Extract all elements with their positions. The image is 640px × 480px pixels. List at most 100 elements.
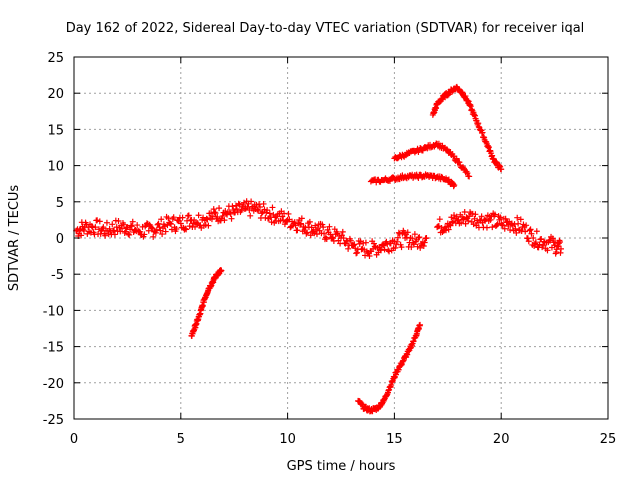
data-point <box>304 229 311 236</box>
y-axis-label: SDTVAR / TECUs <box>7 185 22 292</box>
data-point <box>517 216 524 223</box>
y-tick-label: 20 <box>47 87 64 102</box>
data-point <box>111 231 118 238</box>
data-point <box>411 231 418 238</box>
data-point <box>387 240 394 247</box>
data-point <box>227 210 234 217</box>
data-point <box>494 221 501 228</box>
data-point <box>556 238 563 245</box>
data-point <box>463 214 470 221</box>
data-point <box>165 215 172 222</box>
data-point <box>522 228 529 235</box>
data-point <box>126 231 133 238</box>
data-point <box>294 227 301 234</box>
data-point <box>173 226 180 233</box>
data-point <box>244 203 251 210</box>
data-point <box>306 218 313 225</box>
data-point <box>209 213 216 220</box>
data-point <box>94 217 101 224</box>
data-point <box>420 242 427 249</box>
data-point <box>558 245 565 252</box>
data-point <box>404 229 411 236</box>
data-point <box>159 231 166 238</box>
data-point <box>183 226 190 233</box>
data-point <box>214 214 221 221</box>
data-point <box>329 235 336 242</box>
data-point <box>261 206 268 213</box>
data-point <box>459 216 466 223</box>
data-point <box>257 204 264 211</box>
data-point <box>136 228 143 235</box>
data-point <box>109 221 116 228</box>
data-point <box>141 231 148 238</box>
data-point <box>409 235 416 242</box>
data-point <box>115 218 122 225</box>
data-point <box>514 214 521 221</box>
data-point <box>120 221 127 228</box>
data-point <box>134 222 141 229</box>
data-point <box>255 207 262 214</box>
data-point <box>162 228 169 235</box>
data-point <box>303 230 310 237</box>
data-point <box>378 247 385 254</box>
data-point <box>415 234 422 241</box>
data-point <box>384 241 391 248</box>
data-point <box>311 230 318 237</box>
data-point <box>536 241 543 248</box>
data-point <box>329 234 336 241</box>
data-point <box>524 235 531 242</box>
data-point <box>228 215 235 222</box>
data-points <box>73 83 565 415</box>
data-point <box>177 220 184 227</box>
data-point <box>362 239 369 246</box>
data-point <box>472 211 479 218</box>
data-point <box>298 215 305 222</box>
data-point <box>179 214 186 221</box>
data-point <box>128 223 135 230</box>
data-point <box>499 222 506 229</box>
data-point <box>203 215 210 222</box>
data-point <box>443 227 450 234</box>
data-point <box>453 213 460 220</box>
data-point <box>408 244 415 251</box>
data-point <box>544 247 551 254</box>
data-point <box>366 253 373 260</box>
y-tick-label: -25 <box>43 413 64 428</box>
data-point <box>106 225 113 232</box>
data-point <box>297 221 304 228</box>
data-point <box>532 239 539 246</box>
data-point <box>248 198 255 205</box>
data-point <box>129 218 136 225</box>
data-point <box>308 224 315 231</box>
x-tick-label: 5 <box>177 432 185 447</box>
data-point <box>197 222 204 229</box>
data-point <box>417 321 424 328</box>
data-point <box>205 222 212 229</box>
data-point <box>525 238 532 245</box>
data-point <box>132 226 139 233</box>
data-point <box>507 227 514 234</box>
data-point <box>185 212 192 219</box>
data-point <box>307 232 314 239</box>
data-point <box>458 219 465 226</box>
data-point <box>102 232 109 239</box>
data-point <box>416 234 423 241</box>
data-point <box>88 223 95 230</box>
y-tick-label: -20 <box>43 377 64 392</box>
data-point <box>291 219 298 226</box>
data-point <box>216 205 223 212</box>
data-point <box>549 235 556 242</box>
data-point <box>123 224 130 231</box>
data-point <box>253 201 260 208</box>
data-point <box>354 249 361 256</box>
y-axis-ticks: -25 -20 -15 -10 -5 0 5 10 15 20 25 <box>43 51 608 428</box>
data-point <box>111 227 118 234</box>
data-point <box>152 229 159 236</box>
data-point <box>320 224 327 231</box>
data-point <box>238 207 245 214</box>
data-point <box>80 227 87 234</box>
data-point <box>235 200 242 207</box>
x-tick-label: 15 <box>386 432 403 447</box>
data-point <box>497 214 504 221</box>
